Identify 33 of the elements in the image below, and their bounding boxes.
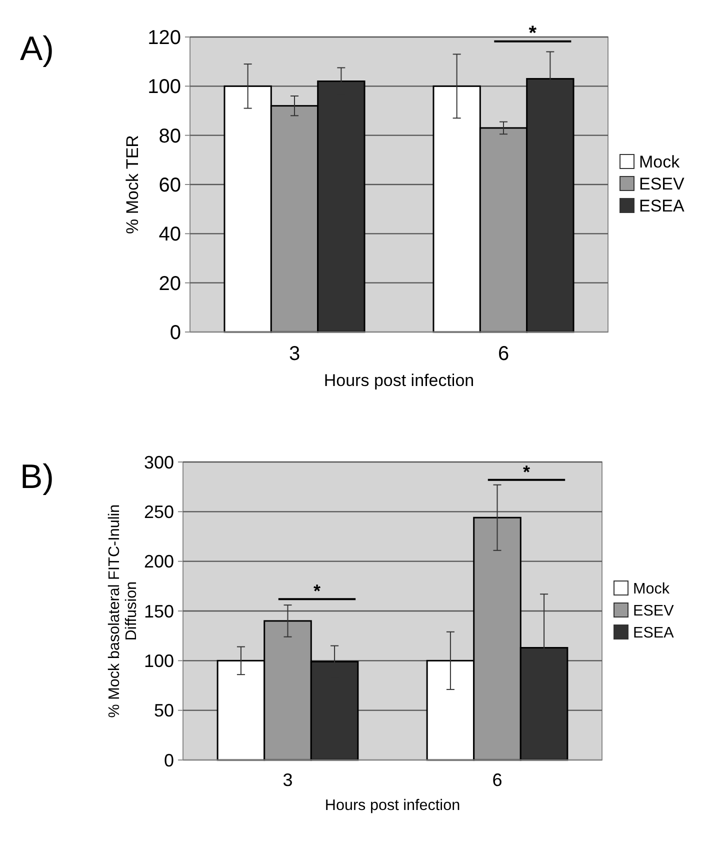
y-tick-label: 40 (158, 224, 181, 246)
y-tick-label: 20 (158, 272, 181, 295)
legend-label: ESEA (633, 624, 675, 642)
legend-label: ESEV (639, 174, 686, 194)
y-tick-label: 80 (158, 125, 181, 148)
annotation: * (313, 581, 320, 602)
x-tick-label: 6 (492, 770, 502, 790)
x-axis-title: Hours post infection (324, 371, 474, 390)
chart-title: A) (20, 30, 54, 68)
y-tick-label: 120 (148, 27, 181, 49)
y-tick-label: 0 (164, 750, 174, 770)
annotation: * (522, 462, 530, 482)
legend-label: Mock (639, 152, 680, 172)
y-tick-label: 50 (154, 700, 174, 721)
x-tick-label: 3 (282, 770, 293, 790)
x-axis-title: Hours post infection (324, 797, 460, 814)
y-axis-title: % Mock basolateral FITC-Inulin Diffusion (106, 504, 140, 718)
y-tick-label: 250 (144, 502, 174, 522)
y-tick-label: 100 (148, 76, 181, 98)
legend-label: Mock (633, 580, 670, 598)
chart-title: B) (20, 458, 54, 496)
legend-label: ESEA (639, 196, 686, 216)
y-tick-label: 300 (144, 452, 174, 472)
x-tick-label: 3 (288, 343, 300, 365)
y-axis-title: % Mock TER (123, 135, 142, 234)
y-tick-label: 60 (158, 174, 181, 196)
legend-label: ESEV (633, 602, 675, 620)
x-tick-label: 6 (498, 343, 510, 365)
y-tick-label: 200 (144, 552, 174, 572)
y-tick-label: 100 (144, 650, 174, 671)
y-tick-label: 150 (144, 601, 174, 622)
y-tick-label: 0 (170, 322, 181, 344)
annotation: * (528, 22, 537, 44)
